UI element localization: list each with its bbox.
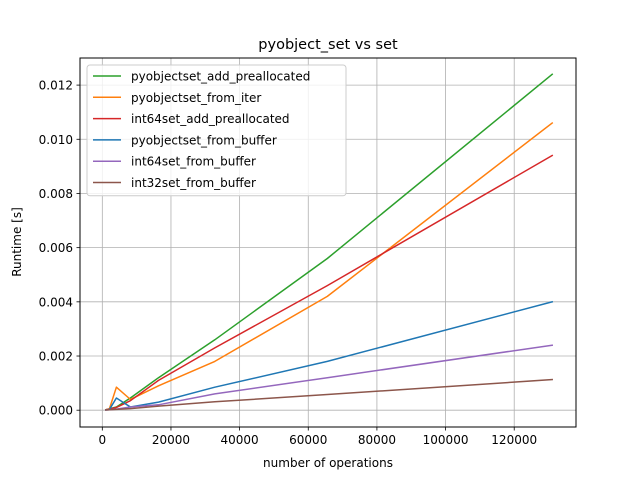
x-ticks: 0 20000 40000 60000 80000 100000 120000 [98, 427, 537, 447]
legend-label: int64set_from_buffer [131, 155, 256, 169]
series-line-int32set_from_buffer [105, 378, 553, 411]
series-lines [104, 73, 554, 411]
x-tick-label: 60000 [289, 433, 327, 447]
y-tick-label: 0.010 [39, 133, 73, 147]
x-tick-label: 40000 [221, 433, 259, 447]
legend-label: pyobjectset_from_iter [131, 91, 261, 105]
legend-label: pyobjectset_add_preallocated [131, 70, 310, 84]
y-tick-label: 0.002 [39, 350, 73, 364]
x-tick-label: 100000 [423, 433, 469, 447]
x-tick-label: 20000 [152, 433, 190, 447]
legend-label: int32set_from_buffer [131, 176, 256, 190]
y-tick-label: 0.004 [39, 295, 73, 309]
x-tick-label: 80000 [358, 433, 396, 447]
x-tick-label: 0 [98, 433, 106, 447]
axes-frame [79, 57, 577, 428]
legend-label: pyobjectset_from_buffer [131, 133, 277, 147]
x-tick-label: 120000 [491, 433, 537, 447]
chart-title: pyobject_set vs set [258, 37, 398, 53]
y-tick-label: 0.008 [39, 187, 73, 201]
y-tick-label: 0.012 [39, 79, 73, 93]
y-tick-label: 0.006 [39, 241, 73, 255]
series-line-pyobjectset_from_buffer [105, 300, 554, 411]
legend: pyobjectset_add_preallocated pyobjectset_… [86, 64, 347, 197]
series-line-pyobjectset_from_iter [104, 121, 554, 411]
legend-label: int64set_add_preallocated [131, 112, 290, 126]
legend-box [86, 64, 347, 197]
y-axis-label: Runtime [s] [10, 207, 24, 277]
y-ticks: 0.000 0.002 0.004 0.006 0.008 0.010 0.012 [39, 79, 80, 418]
x-axis-label: number of operations [263, 456, 393, 470]
y-tick-label: 0.000 [39, 404, 73, 418]
